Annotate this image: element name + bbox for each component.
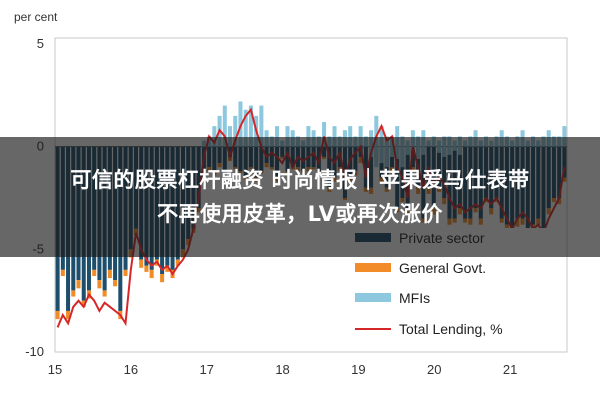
x-tick-label: 19 — [351, 362, 365, 377]
general-govt-bar — [139, 259, 144, 268]
legend-swatch-gov — [355, 263, 391, 272]
general-govt-bar — [102, 290, 107, 297]
legend-label-total: Total Lending, % — [399, 321, 503, 337]
y-tick-label: -10 — [25, 344, 44, 359]
headline-line-2: 不再使用皮革，LV或再次涨价 — [157, 202, 443, 226]
mfi-bar — [212, 126, 217, 147]
general-govt-bar — [71, 290, 76, 297]
x-tick-label: 21 — [503, 362, 517, 377]
mfi-bar — [358, 126, 363, 147]
headline-line-1: 可信的股票杠杆融资 时尚情报｜苹果爱马仕表带 — [70, 168, 530, 192]
mfi-bar — [222, 105, 227, 147]
mfi-bar — [374, 115, 379, 147]
general-govt-bar — [55, 310, 60, 320]
mfi-bar — [562, 126, 567, 147]
mfi-bar — [248, 105, 253, 147]
general-govt-bar — [81, 300, 86, 307]
mfi-bar — [348, 126, 353, 147]
general-govt-bar — [92, 269, 97, 277]
x-tick-label: 17 — [199, 362, 213, 377]
x-tick-label: 18 — [275, 362, 289, 377]
x-tick-label: 16 — [124, 362, 138, 377]
general-govt-bar — [160, 273, 165, 283]
general-govt-bar — [76, 280, 81, 289]
general-govt-bar — [97, 280, 102, 289]
general-govt-bar — [66, 310, 71, 320]
general-govt-bar — [107, 269, 112, 279]
mfi-bar — [233, 115, 238, 147]
general-govt-bar — [60, 269, 65, 277]
mfi-bar — [243, 109, 248, 147]
mfi-bar — [379, 126, 384, 147]
general-govt-bar — [113, 280, 118, 287]
x-tick-label: 15 — [48, 362, 62, 377]
mfi-bar — [259, 105, 264, 147]
general-govt-bar — [149, 269, 154, 279]
legend-label-mfi: MFIs — [399, 290, 430, 306]
mfi-bar — [332, 126, 337, 147]
general-govt-bar — [175, 259, 180, 266]
general-govt-bar — [123, 269, 128, 277]
general-govt-bar — [165, 265, 170, 272]
mfi-bar — [306, 126, 311, 147]
mfi-bar — [275, 126, 280, 147]
headline-overlay: 可信的股票杠杆融资 时尚情报｜苹果爱马仕表带 不再使用皮革，LV或再次涨价 — [0, 137, 600, 257]
x-tick-label: 20 — [427, 362, 441, 377]
legend-swatch-mfi — [355, 293, 391, 302]
legend-label-gov: General Govt. — [399, 260, 486, 276]
mfi-bar — [228, 126, 233, 147]
general-govt-bar — [144, 265, 149, 272]
mfi-bar — [322, 122, 327, 147]
y-axis-label: per cent — [14, 10, 58, 24]
y-tick-label: 5 — [37, 36, 44, 51]
mfi-bar — [285, 126, 290, 147]
mfi-bar — [395, 126, 400, 147]
